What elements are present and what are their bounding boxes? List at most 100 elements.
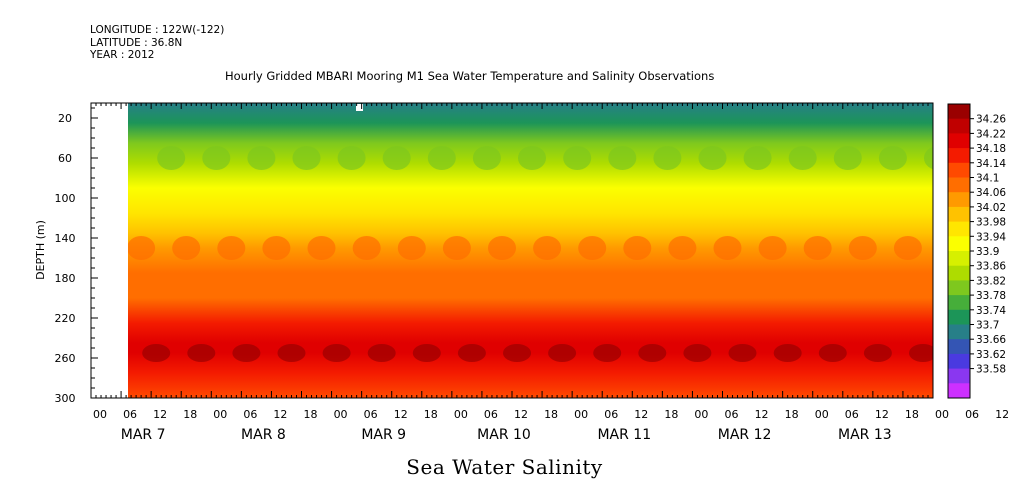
top-axis xyxy=(90,103,934,109)
x-day-label: MAR 9 xyxy=(361,427,406,443)
colorbar-swatch xyxy=(948,133,970,149)
x-hour-label: 00 xyxy=(334,408,348,421)
field-blob xyxy=(578,236,607,260)
field-variation-layer xyxy=(128,146,933,362)
x-day-label: MAR 10 xyxy=(477,427,531,443)
x-hour-label: 18 xyxy=(424,408,438,421)
field-blob xyxy=(367,344,396,362)
x-hour-label: 06 xyxy=(725,408,739,421)
field-blob xyxy=(307,236,336,260)
colorbar-label: 34.14 xyxy=(976,158,1006,170)
x-hour-label: 06 xyxy=(965,408,979,421)
x-hour-label: 18 xyxy=(905,408,919,421)
colorbar-label: 33.74 xyxy=(976,305,1006,317)
x-hour-label: 06 xyxy=(604,408,618,421)
colorbar-label: 33.7 xyxy=(976,320,999,332)
field-blob xyxy=(442,236,471,260)
variable-title: Sea Water Salinity xyxy=(406,455,603,479)
colorbar-swatch xyxy=(948,339,970,355)
colorbar-label: 33.78 xyxy=(976,290,1006,302)
field-blob xyxy=(608,146,637,170)
colorbar-label: 33.82 xyxy=(976,275,1006,287)
field-blob xyxy=(292,146,321,170)
field-blob xyxy=(488,236,516,260)
y-tick-label: 260 xyxy=(55,352,76,365)
field-blob xyxy=(593,344,622,362)
y-tick-label: 20 xyxy=(58,112,72,125)
field-blob xyxy=(187,344,216,362)
colorbar-label: 34.1 xyxy=(976,173,999,185)
colorbar-label: 33.62 xyxy=(976,349,1006,361)
field-blob xyxy=(668,236,697,260)
field-blob xyxy=(322,344,351,362)
x-hour-label: 12 xyxy=(875,408,889,421)
field-blob xyxy=(202,146,231,170)
colorbar-label: 34.26 xyxy=(976,114,1006,126)
colorbar-swatch xyxy=(948,177,970,193)
colorbar-swatch xyxy=(948,162,970,178)
x-hour-label: 06 xyxy=(845,408,859,421)
colorbar-swatch xyxy=(948,206,970,222)
field-blob xyxy=(848,236,877,260)
x-day-label: MAR 13 xyxy=(838,427,892,443)
colorbar-label: 33.94 xyxy=(976,231,1006,243)
x-hour-label: 00 xyxy=(935,408,949,421)
colorbar-swatch xyxy=(948,236,970,252)
y-axis: 20 60 100 140 180 220 260 300 xyxy=(55,107,98,405)
field-blob xyxy=(232,344,261,362)
field-blob xyxy=(503,344,531,362)
field-blob xyxy=(909,344,933,362)
colorbar-swatch xyxy=(948,324,970,340)
colorbar-label: 34.22 xyxy=(976,128,1006,140)
x-hour-label: 06 xyxy=(123,408,137,421)
x-hour-label: 12 xyxy=(634,408,648,421)
field-blob xyxy=(337,146,366,170)
field-blob xyxy=(128,236,156,260)
plot-area xyxy=(90,102,934,399)
y-tick-label: 140 xyxy=(55,232,76,245)
field-blob xyxy=(773,344,802,362)
x-day-label: MAR 7 xyxy=(121,427,166,443)
x-hour-label: 12 xyxy=(995,408,1009,421)
y-tick-label: 300 xyxy=(55,392,76,405)
x-hour-label: 12 xyxy=(273,408,287,421)
colorbar-label: 34.02 xyxy=(976,202,1006,214)
y-tick-label: 60 xyxy=(58,152,72,165)
x-hour-label: 12 xyxy=(394,408,408,421)
field-blob xyxy=(277,344,306,362)
y-tick-label: 220 xyxy=(55,312,76,325)
field-blob xyxy=(878,146,907,170)
colorbar-swatch xyxy=(948,265,970,281)
field-blob xyxy=(623,236,652,260)
x-hour-label: 12 xyxy=(514,408,528,421)
x-hour-label: 06 xyxy=(364,408,378,421)
colorbar-swatch xyxy=(948,309,970,325)
colorbar-label: 34.18 xyxy=(976,143,1006,155)
chart-title: Hourly Gridded MBARI Mooring M1 Sea Wate… xyxy=(225,69,715,83)
field-blob xyxy=(412,344,441,362)
field-blob xyxy=(728,344,757,362)
colorbar-swatch xyxy=(948,295,970,311)
colorbar-swatch xyxy=(948,192,970,208)
colorbar-label: 34.06 xyxy=(976,187,1006,199)
x-hour-label: 12 xyxy=(153,408,167,421)
x-hour-label: 06 xyxy=(484,408,498,421)
x-hour-label: 00 xyxy=(694,408,708,421)
field-blob xyxy=(683,344,712,362)
field-blob xyxy=(533,236,562,260)
field-blob xyxy=(743,146,772,170)
colorbar-label: 33.86 xyxy=(976,261,1006,273)
field-blob xyxy=(924,146,933,170)
x-hour-label: 00 xyxy=(815,408,829,421)
field-blob xyxy=(548,344,577,362)
x-hour-label: 18 xyxy=(544,408,558,421)
field-blob xyxy=(262,236,291,260)
field-blob xyxy=(247,146,276,170)
field-blob xyxy=(457,344,486,362)
colorbar-swatch xyxy=(948,118,970,134)
field-blob xyxy=(397,236,426,260)
field-blob xyxy=(758,236,787,260)
y-axis-label: DEPTH (m) xyxy=(34,220,47,280)
field-blob xyxy=(563,146,592,170)
